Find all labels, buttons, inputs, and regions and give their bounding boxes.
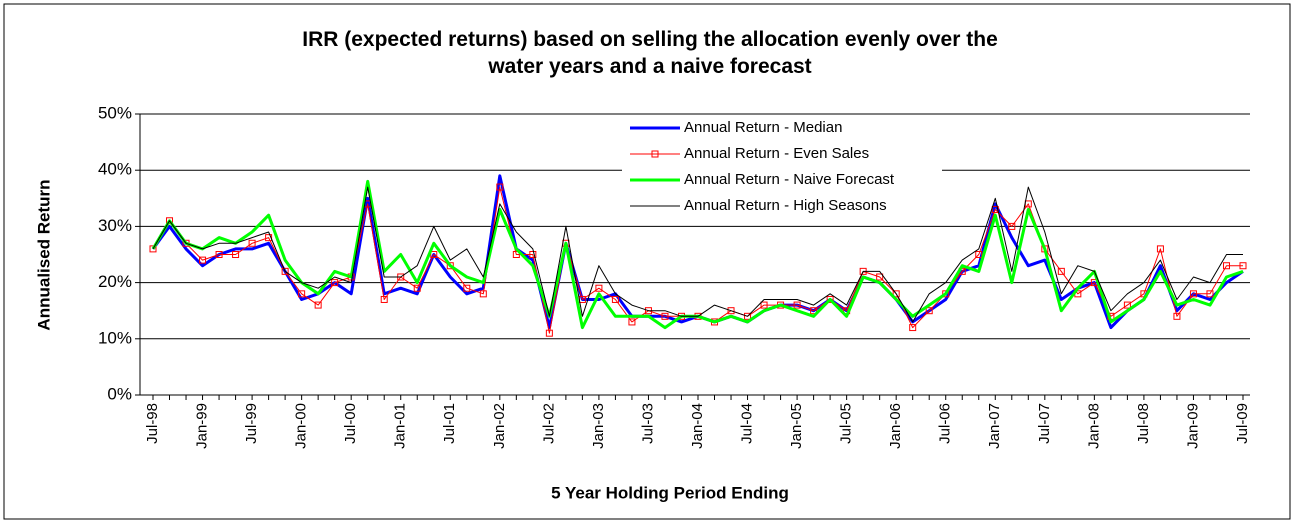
y-axis-title: Annualised Return: [34, 179, 53, 330]
series-marker: [876, 273, 884, 281]
series-marker: [545, 329, 553, 337]
x-tick-label: Jan-00: [293, 403, 310, 449]
x-tick-label: Jan-01: [392, 403, 409, 449]
x-tick-label: Jul-98: [144, 403, 161, 444]
y-tick-label: 50%: [98, 103, 132, 122]
chart-frame: [3, 3, 1291, 520]
series-marker: [925, 307, 933, 315]
series-marker: [1206, 290, 1214, 298]
series-marker: [166, 217, 174, 225]
series-marker: [248, 239, 256, 247]
series-marker: [413, 284, 421, 292]
x-tick-label: Jan-06: [887, 403, 904, 449]
chart-title: IRR (expected returns) based on selling …: [302, 28, 998, 78]
x-tick-label: Jan-03: [590, 403, 607, 449]
series-marker: [496, 183, 504, 191]
legend-marker: [651, 150, 659, 158]
legend-label: Annual Return - Median: [684, 119, 842, 136]
series-marker: [1008, 222, 1016, 230]
series-marker: [1123, 301, 1131, 309]
series-marker: [529, 251, 537, 258]
x-tick-label: Jan-08: [1085, 403, 1102, 449]
series-marker: [281, 267, 289, 275]
legend-label: Annual Return - Even Sales: [684, 145, 869, 162]
x-tick-label: Jul-04: [739, 403, 756, 444]
series-marker: [611, 295, 619, 303]
series-marker: [149, 245, 157, 253]
x-tick-label: Jul-05: [838, 403, 855, 444]
series-marker: [1222, 262, 1230, 270]
series-marker: [463, 284, 471, 292]
series-marker: [1156, 245, 1164, 253]
series-marker: [744, 312, 752, 320]
series-marker: [595, 284, 603, 292]
series-marker: [430, 251, 438, 258]
x-tick-label: Jan-02: [491, 403, 508, 449]
x-tick-label: Jul-02: [540, 403, 557, 444]
series-marker: [298, 290, 306, 298]
series-line: [152, 186, 1243, 323]
x-tick-label: Jan-05: [788, 403, 805, 449]
series-marker: [314, 301, 322, 309]
x-tick-label: Jan-09: [1184, 403, 1201, 449]
x-tick-label: Jul-07: [1036, 403, 1053, 444]
x-tick-label: Jan-04: [689, 403, 706, 449]
series-marker: [331, 279, 339, 287]
series-marker: [1239, 262, 1247, 270]
x-tick-label: Jul-03: [639, 403, 656, 444]
series-marker: [512, 251, 520, 258]
series-marker: [199, 256, 207, 264]
legend-label: Annual Return - High Seasons: [684, 197, 887, 214]
series-marker: [727, 307, 735, 315]
x-tick-label: Jul-01: [441, 403, 458, 444]
y-tick-label: 40%: [98, 160, 132, 179]
series-marker: [215, 251, 223, 258]
series-marker: [232, 251, 240, 258]
series-marker: [1189, 290, 1197, 298]
series-marker: [826, 295, 834, 303]
series-marker: [628, 318, 636, 326]
series-marker: [380, 295, 388, 303]
y-tick-label: 30%: [98, 216, 132, 235]
x-tick-label: Jul-09: [1234, 403, 1251, 444]
x-tick-label: Jul-00: [342, 403, 359, 444]
y-tick-label: 10%: [98, 328, 132, 347]
x-tick-label: Jan-07: [986, 403, 1003, 449]
series-marker: [760, 301, 768, 309]
legend-box: [622, 118, 942, 216]
x-tick-label: Jul-06: [937, 403, 954, 444]
x-tick-label: Jul-99: [243, 403, 260, 444]
legend-label: Annual Return - Naive Forecast: [684, 171, 895, 188]
y-tick-label: 20%: [98, 272, 132, 291]
x-tick-label: Jan-99: [194, 403, 211, 449]
x-axis-title: 5 Year Holding Period Ending: [551, 483, 789, 502]
y-tick-label: 0%: [107, 384, 132, 403]
series-marker: [446, 262, 454, 270]
series-marker: [661, 312, 669, 320]
series-marker: [892, 290, 900, 298]
series-marker: [909, 324, 917, 332]
x-tick-label: Jul-08: [1135, 403, 1152, 444]
series-marker: [1057, 267, 1065, 275]
series-marker: [479, 290, 487, 298]
series-marker: [793, 301, 801, 309]
series-marker: [265, 234, 273, 242]
series-marker: [810, 307, 818, 315]
series-marker: [1173, 312, 1181, 320]
series-marker: [975, 251, 983, 258]
